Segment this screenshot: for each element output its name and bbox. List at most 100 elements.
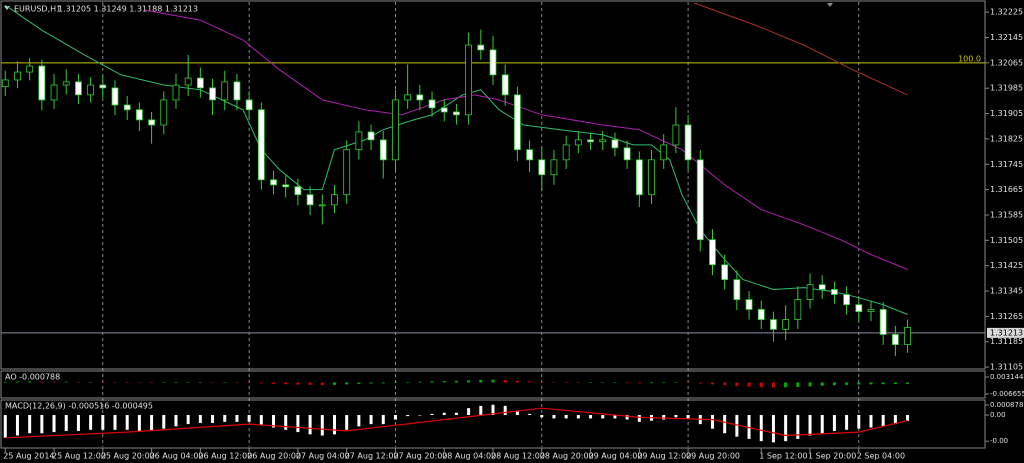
- macd-bar: [589, 415, 593, 419]
- candle-body: [684, 124, 692, 161]
- macd-bar: [211, 415, 215, 423]
- ao-bar: [759, 382, 763, 388]
- ao-bar: [137, 382, 141, 383]
- macd-bar: [430, 413, 434, 416]
- level-label: 100.0: [958, 54, 981, 63]
- macd-bar: [64, 415, 68, 431]
- ao-bar: [76, 381, 80, 383]
- candle-body: [343, 149, 351, 196]
- candle-body: [757, 309, 765, 320]
- ao-bar: [625, 382, 629, 383]
- candle-body: [428, 99, 436, 109]
- macd-bar: [125, 415, 129, 430]
- candle-body: [135, 109, 143, 121]
- macd-bar: [820, 415, 824, 434]
- x-tick-label: 2 Sep 04:00: [857, 452, 905, 461]
- candle-body: [696, 159, 704, 241]
- y-tick-label: 1.31905: [990, 109, 1023, 118]
- ao-bar: [113, 382, 117, 383]
- ao-bar: [735, 382, 739, 386]
- candle-body: [513, 94, 521, 151]
- ao-bar: [552, 382, 556, 383]
- ao-bar: [613, 382, 617, 383]
- macd-bar: [345, 415, 349, 430]
- ao-bar: [869, 382, 873, 385]
- y-tick-label: 1.31585: [990, 210, 1023, 219]
- ao-bar: [198, 382, 202, 383]
- ao-bar: [125, 382, 129, 383]
- ao-bar: [845, 382, 849, 385]
- macd-bar: [369, 415, 373, 425]
- candle-body: [367, 131, 375, 141]
- macd-bar: [515, 410, 519, 416]
- ao-title: AO -0.000788: [5, 373, 60, 382]
- ao-bar: [40, 381, 44, 383]
- macd-bar: [881, 415, 885, 427]
- y-tick-label: -0.006655: [990, 390, 1024, 398]
- ao-bar: [662, 382, 666, 383]
- candle-body: [831, 289, 838, 295]
- ao-bar: [393, 382, 397, 383]
- ao-bar: [686, 382, 690, 383]
- macd-bar: [223, 415, 227, 422]
- ao-bar: [223, 382, 227, 383]
- candle-body: [733, 279, 741, 300]
- macd-bar: [272, 415, 276, 428]
- macd-bar: [113, 415, 117, 430]
- ao-bar: [64, 381, 68, 383]
- candle-body: [221, 81, 229, 101]
- candle-body: [440, 107, 448, 113]
- macd-bar: [637, 415, 641, 422]
- candle-body: [453, 111, 460, 116]
- candle-body: [184, 77, 192, 86]
- candle-body: [599, 139, 607, 143]
- ao-panel: [0, 370, 986, 399]
- candle-body: [379, 139, 387, 161]
- y-tick-label: 0.003144: [990, 373, 1024, 381]
- candle-body: [160, 99, 168, 126]
- macd-bar: [796, 415, 800, 439]
- ao-bar: [491, 379, 495, 383]
- candle-body: [416, 94, 424, 101]
- macd-bar: [857, 415, 861, 429]
- candle-body: [62, 81, 70, 86]
- ao-bar: [3, 381, 7, 383]
- candle-body: [611, 139, 619, 149]
- macd-bar: [174, 415, 178, 427]
- shift-marker: [827, 3, 833, 7]
- x-tick-label: 26 Aug 12:00: [198, 452, 252, 461]
- macd-bar: [162, 415, 166, 429]
- ao-bar: [796, 382, 800, 387]
- moving-average: [5, 4, 908, 315]
- candle-body: [660, 144, 668, 161]
- x-tick-label: 29 Aug 20:00: [686, 452, 740, 461]
- ao-bar: [674, 382, 678, 383]
- signal-line: [5, 407, 908, 439]
- ao-bar: [52, 381, 56, 383]
- candle-body: [770, 319, 777, 330]
- ao-bar: [15, 381, 19, 383]
- macd-bar: [40, 415, 44, 434]
- candle-body: [721, 264, 729, 281]
- candle-body: [14, 71, 21, 81]
- main-panel: [0, 0, 986, 370]
- macd-bar: [308, 415, 312, 435]
- candle-body: [855, 304, 863, 313]
- candle-body: [38, 65, 46, 101]
- candle-body: [794, 299, 802, 320]
- y-tick-label: 1.31665: [990, 185, 1023, 194]
- ao-bar: [369, 382, 373, 384]
- macd-bar: [89, 415, 93, 430]
- macd-bar: [235, 415, 239, 422]
- ao-bar: [601, 382, 605, 383]
- macd-bar: [662, 415, 666, 420]
- x-tick-label: 28 Aug 12:00: [491, 452, 545, 461]
- candle-body: [891, 334, 899, 345]
- price-box: [987, 327, 1024, 338]
- ao-bar: [332, 382, 336, 385]
- candle-body: [526, 149, 533, 161]
- ao-bar: [784, 382, 788, 388]
- candle-body: [75, 81, 82, 96]
- y-tick-label: 1.31265: [990, 312, 1023, 321]
- ao-bar: [747, 382, 751, 387]
